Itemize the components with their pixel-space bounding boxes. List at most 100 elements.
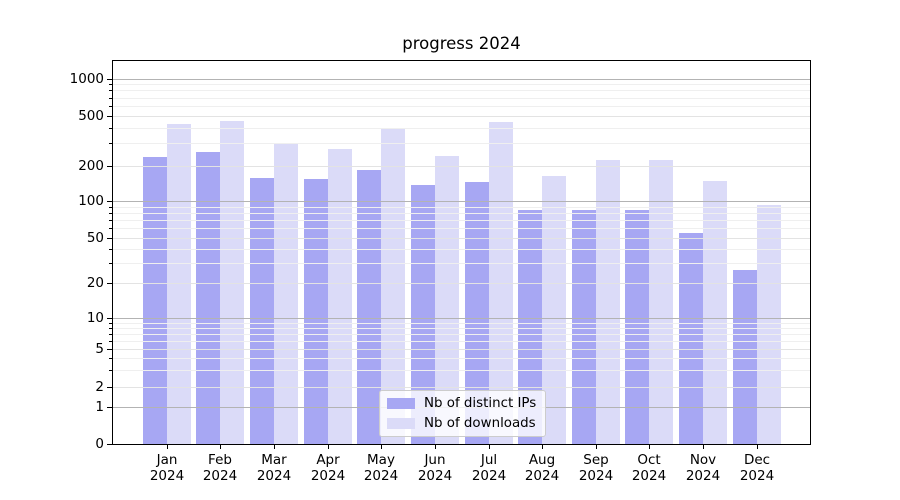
gridline-500 <box>113 116 810 117</box>
y-tick-label-1: 1 <box>95 399 104 415</box>
y-minortick-4 <box>109 358 112 359</box>
y-tick-200 <box>107 166 112 167</box>
chart-title: progress 2024 <box>402 34 521 53</box>
bar-downloads-apr <box>327 149 352 444</box>
y-tick-1000 <box>107 79 112 80</box>
bar-downloads-sep <box>595 160 620 444</box>
gridline-1000 <box>113 79 810 80</box>
y-tick-label-1000: 1000 <box>69 71 104 87</box>
bar-distinct-ips-mar <box>249 177 274 444</box>
legend-item-downloads: Nb of downloads <box>387 416 538 432</box>
legend-swatch-distinct-ips <box>387 398 415 409</box>
y-minortick-3 <box>109 370 112 371</box>
x-tick-label-may: May 2024 <box>363 452 399 484</box>
x-tick-oct <box>649 445 650 449</box>
bar-distinct-ips-dec <box>732 270 757 444</box>
x-tick-jun <box>435 445 436 449</box>
spine-left <box>112 60 113 445</box>
gridline-40 <box>113 249 810 250</box>
x-tick-label-feb: Feb 2024 <box>202 452 238 484</box>
bar-distinct-ips-nov <box>679 232 704 444</box>
gridline-5 <box>113 349 810 350</box>
y-minortick-80 <box>109 213 112 214</box>
x-tick-label-aug: Aug 2024 <box>524 452 560 484</box>
y-tick-500 <box>107 116 112 117</box>
x-tick-label-sep: Sep 2024 <box>578 452 614 484</box>
x-tick-mar <box>274 445 275 449</box>
y-minortick-90 <box>109 207 112 208</box>
gridline-20 <box>113 283 810 284</box>
y-tick-1 <box>107 407 112 408</box>
bar-downloads-nov <box>703 180 728 444</box>
gridline-50 <box>113 238 810 239</box>
y-tick-10 <box>107 318 112 319</box>
y-tick-label-50: 50 <box>86 230 104 246</box>
gridline-800 <box>113 90 810 91</box>
y-tick-label-500: 500 <box>78 108 104 124</box>
y-tick-2 <box>107 387 112 388</box>
bar-downloads-dec <box>756 204 781 444</box>
gridline-30 <box>113 263 810 264</box>
gridline-60 <box>113 228 810 229</box>
y-minortick-900 <box>109 84 112 85</box>
y-minortick-8 <box>109 328 112 329</box>
y-minortick-7 <box>109 334 112 335</box>
x-tick-jul <box>489 445 490 449</box>
bar-downloads-mar <box>273 142 298 444</box>
y-minortick-60 <box>109 228 112 229</box>
bar-distinct-ips-oct <box>625 209 650 444</box>
gridline-8 <box>113 328 810 329</box>
y-minortick-400 <box>109 128 112 129</box>
x-tick-label-dec: Dec 2024 <box>739 452 775 484</box>
y-minortick-6 <box>109 341 112 342</box>
y-tick-label-10: 10 <box>86 310 104 326</box>
x-tick-label-jul: Jul 2024 <box>471 452 507 484</box>
gridline-4 <box>113 358 810 359</box>
x-tick-label-nov: Nov 2024 <box>685 452 721 484</box>
legend-label-downloads: Nb of downloads <box>424 415 536 431</box>
gridline-2 <box>113 387 810 388</box>
gridline-9 <box>113 323 810 324</box>
x-tick-label-apr: Apr 2024 <box>310 452 346 484</box>
y-minortick-800 <box>109 90 112 91</box>
x-tick-label-oct: Oct 2024 <box>631 452 667 484</box>
y-minortick-600 <box>109 106 112 107</box>
x-tick-apr <box>328 445 329 449</box>
x-tick-nov <box>703 445 704 449</box>
gridline-70 <box>113 220 810 221</box>
plot-area <box>113 61 810 444</box>
y-tick-5 <box>107 349 112 350</box>
bar-distinct-ips-jan <box>142 156 167 444</box>
x-tick-dec <box>757 445 758 449</box>
bar-distinct-ips-may <box>357 169 382 444</box>
gridline-100 <box>113 201 810 202</box>
gridline-7 <box>113 334 810 335</box>
gridline-3 <box>113 370 810 371</box>
spine-bottom <box>112 444 811 445</box>
x-tick-jan <box>167 445 168 449</box>
gridline-600 <box>113 106 810 107</box>
bar-downloads-oct <box>649 160 674 444</box>
y-tick-label-2: 2 <box>95 379 104 395</box>
x-tick-aug <box>542 445 543 449</box>
gridline-200 <box>113 166 810 167</box>
y-tick-100 <box>107 201 112 202</box>
legend-item-distinct-ips: Nb of distinct IPs <box>387 396 538 412</box>
y-minortick-70 <box>109 220 112 221</box>
gridline-10 <box>113 318 810 319</box>
y-tick-label-100: 100 <box>78 193 104 209</box>
y-tick-label-0: 0 <box>95 436 104 452</box>
y-tick-label-20: 20 <box>86 275 104 291</box>
spine-right <box>810 60 811 445</box>
bar-distinct-ips-feb <box>196 152 221 444</box>
y-tick-label-200: 200 <box>78 158 104 174</box>
legend: Nb of distinct IPs Nb of downloads <box>379 390 546 437</box>
x-tick-label-mar: Mar 2024 <box>256 452 292 484</box>
x-tick-feb <box>220 445 221 449</box>
legend-swatch-downloads <box>387 418 415 429</box>
gridline-700 <box>113 98 810 99</box>
x-tick-label-jan: Jan 2024 <box>149 452 185 484</box>
gridline-900 <box>113 84 810 85</box>
y-minortick-9 <box>109 323 112 324</box>
